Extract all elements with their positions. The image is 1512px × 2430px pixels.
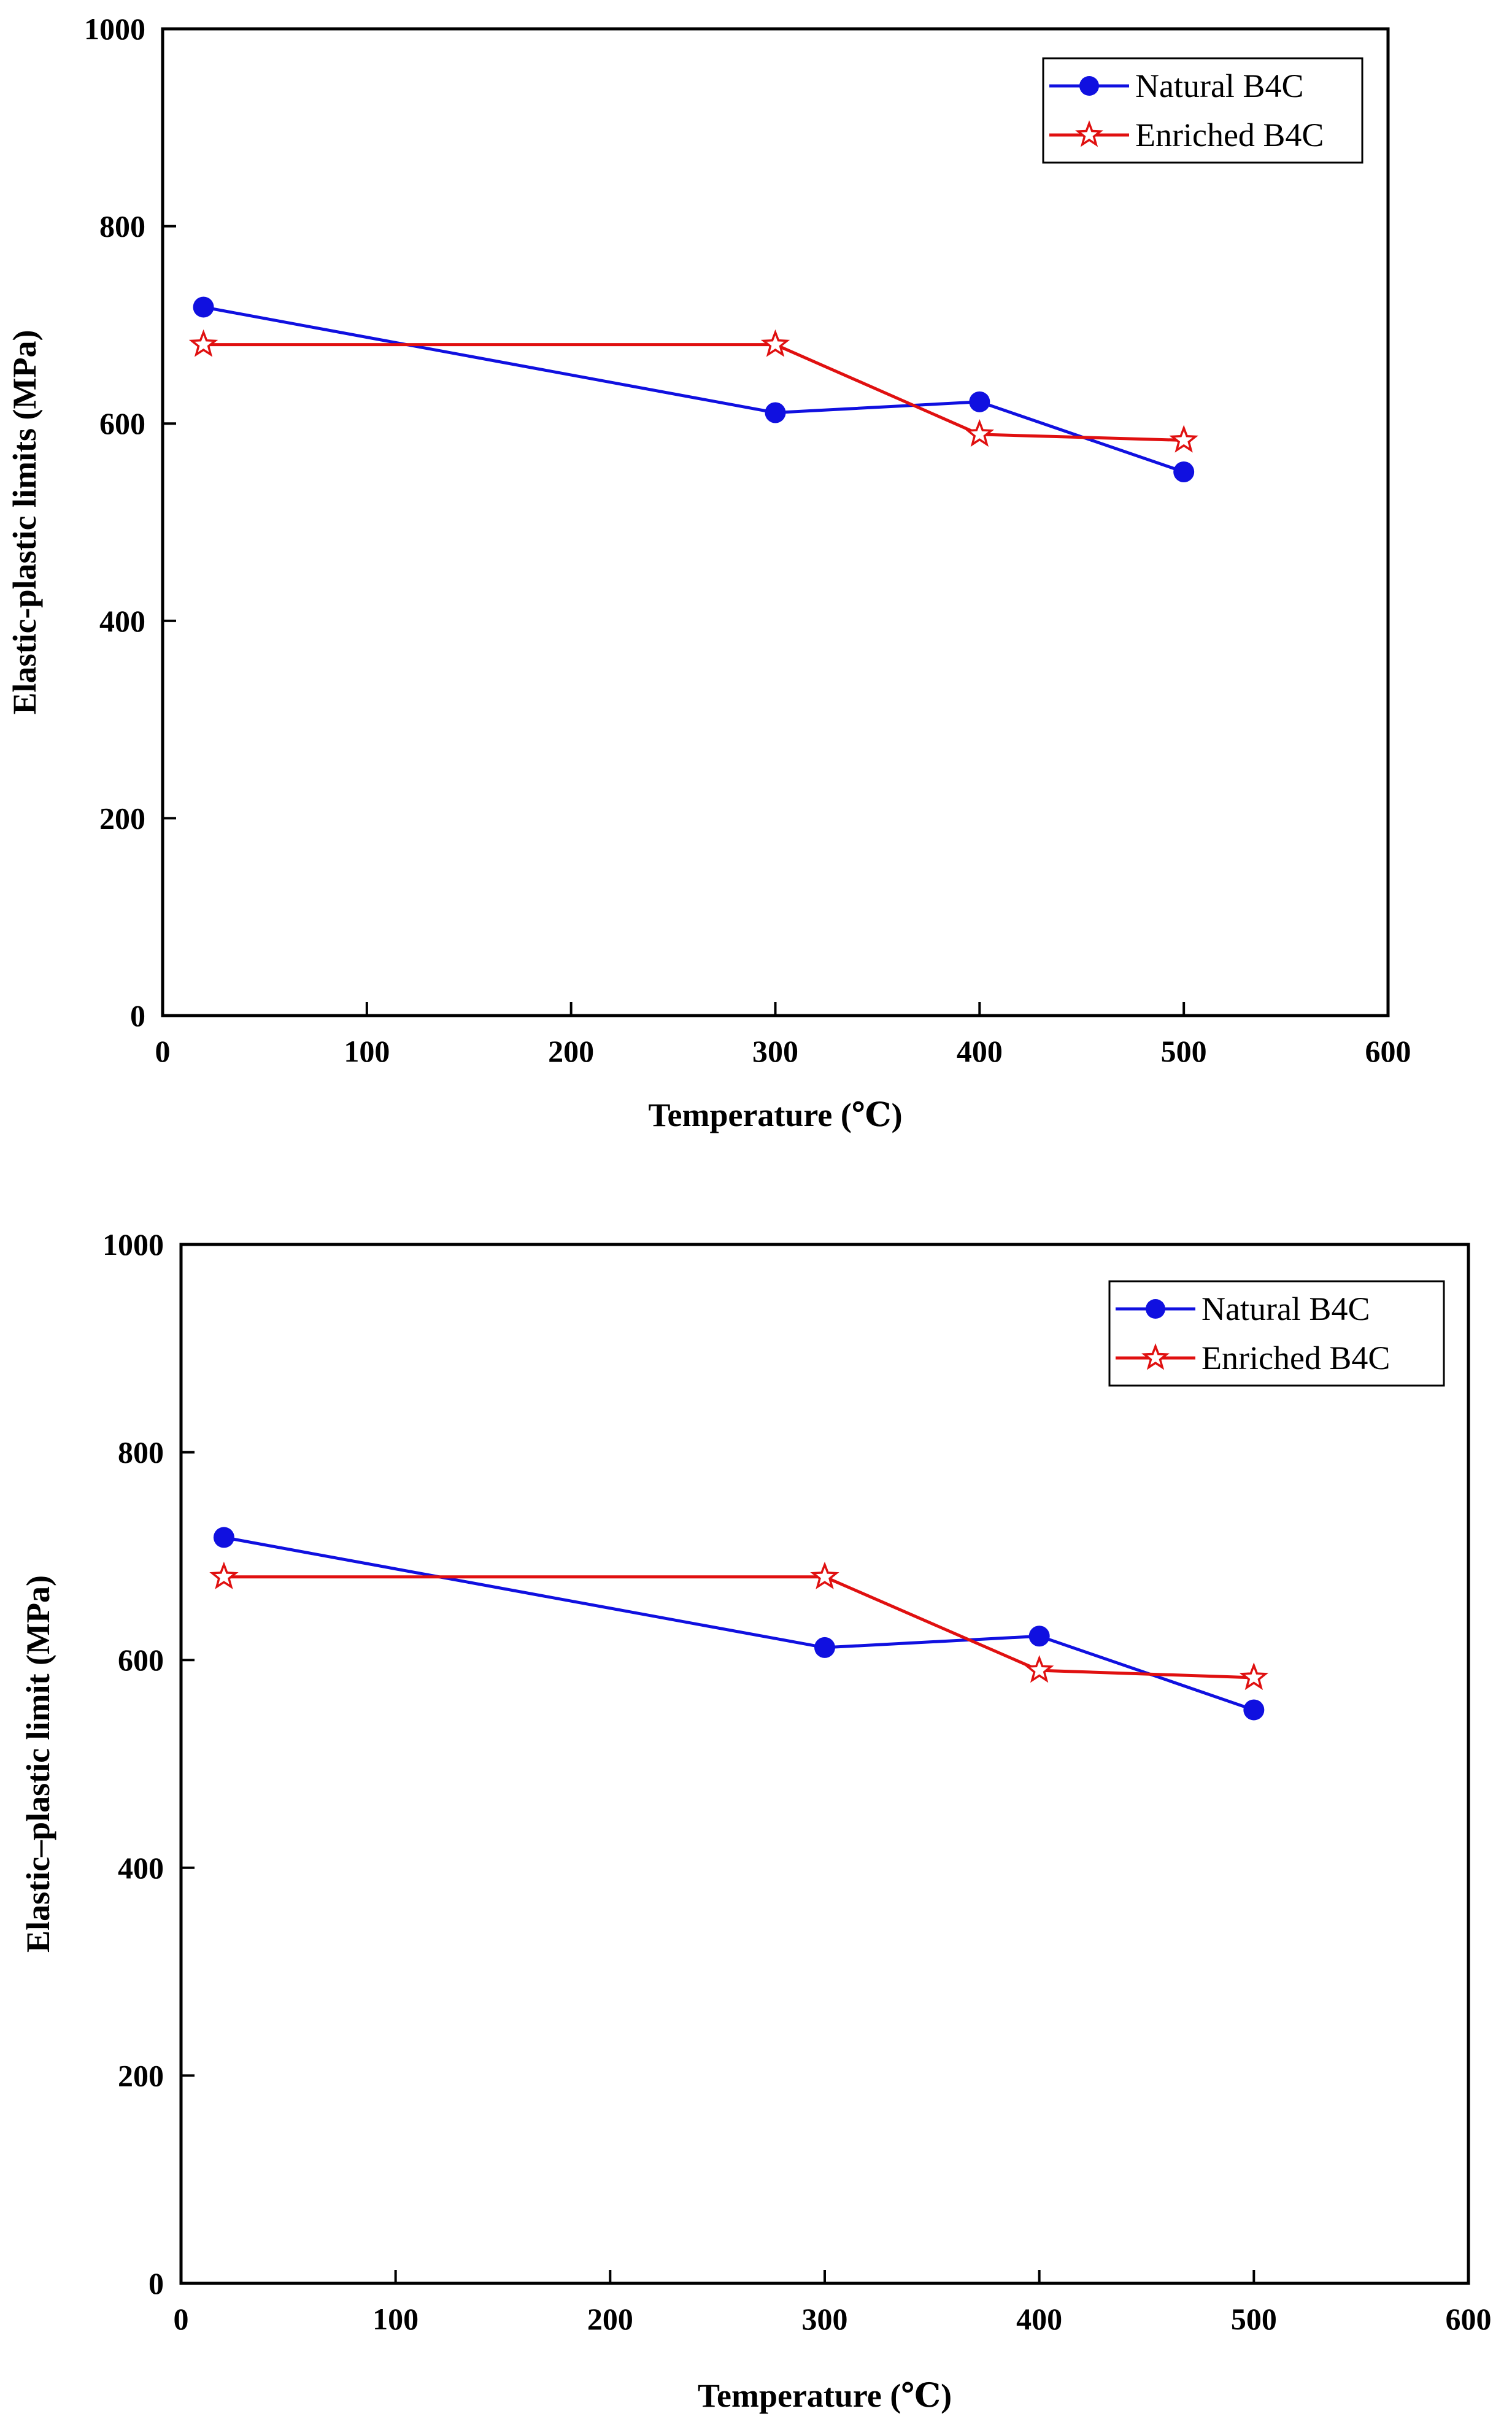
- x-tick-label: 100: [372, 2302, 418, 2336]
- data-point-enriched: [965, 418, 995, 447]
- y-axis-label: Elastic–plastic limit (MPa): [20, 1575, 56, 1953]
- legend-label: Enriched B4C: [1202, 1340, 1390, 1376]
- legend: Natural B4C Enriched B4C: [1108, 1280, 1445, 1387]
- x-tick-label: 200: [548, 1034, 594, 1068]
- data-point-natural: [193, 296, 214, 318]
- y-tick-label: 200: [99, 801, 145, 835]
- data-point-enriched: [1239, 1662, 1269, 1691]
- legend-box: [1108, 1280, 1445, 1387]
- x-tick-label: 0: [155, 1034, 171, 1068]
- y-tick-label: 600: [99, 406, 145, 441]
- data-point-enriched: [188, 329, 218, 357]
- data-point-enriched: [1169, 425, 1198, 453]
- x-tick-label: 400: [1016, 2302, 1062, 2336]
- x-tick-label: 300: [802, 2302, 848, 2336]
- x-tick-label: 500: [1161, 1034, 1207, 1068]
- y-tick-label: 400: [99, 604, 145, 638]
- data-point-natural: [969, 391, 990, 412]
- x-tick-label: 500: [1231, 2302, 1277, 2336]
- plot-frame: [179, 1243, 1470, 2285]
- legend-marker-enriched: [1141, 1343, 1170, 1370]
- data-point-natural: [1173, 461, 1195, 482]
- legend-label: Natural B4C: [1202, 1290, 1370, 1327]
- y-tick-label: 0: [148, 2266, 164, 2301]
- x-tick-label: 200: [587, 2302, 633, 2336]
- y-tick-label: 1000: [84, 12, 145, 46]
- data-point-natural: [1243, 1699, 1265, 1721]
- y-tick-label: 800: [99, 209, 145, 244]
- plot-frame: [161, 27, 1390, 1017]
- chart-2: 0 100 200 300 400 500 600 0 200 400 600 800 1000 Temp…: [20, 1227, 1492, 2414]
- x-tick-label: 600: [1365, 1034, 1411, 1068]
- chart-1: 0 100 200 300 400 500 600 0 200 400 600 800 1000 Temp…: [6, 12, 1411, 1133]
- y-tick-label: 400: [118, 1851, 164, 1885]
- x-axis-label: Temperature (℃): [648, 1097, 902, 1133]
- legend-label: Enriched B4C: [1135, 117, 1324, 153]
- legend-marker-natural: [1146, 1299, 1165, 1319]
- data-point-natural: [213, 1527, 234, 1548]
- series-line-natural: [203, 306, 1185, 474]
- data-point-enriched: [810, 1561, 839, 1589]
- x-tick-label: 300: [752, 1034, 798, 1068]
- x-tick-label: 400: [957, 1034, 1003, 1068]
- data-point-natural: [814, 1637, 835, 1658]
- legend-label: Natural B4C: [1135, 68, 1303, 104]
- legend-marker-enriched: [1075, 120, 1103, 147]
- series-line-enriched: [223, 1575, 1254, 1680]
- series-line-natural: [223, 1535, 1255, 1711]
- y-tick-label: 1000: [102, 1227, 164, 1262]
- y-tick-label: 200: [118, 2058, 164, 2092]
- y-tick-label: 600: [118, 1643, 164, 1677]
- series-line-enriched: [203, 343, 1184, 442]
- x-tick-label: 100: [344, 1034, 390, 1068]
- y-tick-label: 800: [118, 1435, 164, 1470]
- x-tick-label: 0: [174, 2302, 189, 2336]
- data-point-enriched: [1024, 1655, 1054, 1683]
- x-tick-label: 600: [1446, 2302, 1492, 2336]
- y-axis-label: Elastic-plastic limits (MPa): [6, 330, 43, 715]
- data-point-enriched: [209, 1561, 239, 1589]
- y-tick-label: 0: [130, 998, 145, 1033]
- legend: Natural B4C Enriched B4C: [1042, 57, 1364, 164]
- data-point-natural: [1028, 1626, 1050, 1647]
- x-axis-label: Temperature (℃): [698, 2377, 952, 2414]
- data-point-natural: [765, 402, 786, 423]
- data-point-enriched: [760, 329, 790, 357]
- legend-marker-natural: [1079, 76, 1099, 96]
